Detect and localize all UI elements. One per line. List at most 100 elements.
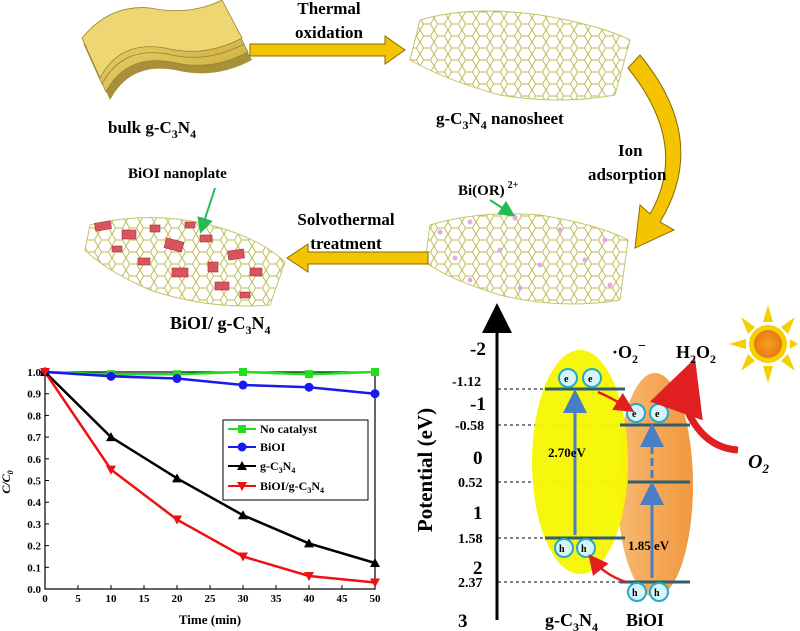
axis-tick-3: 3: [458, 611, 468, 631]
data-point-series-2: [106, 432, 116, 442]
bioi-nanoplates: [94, 220, 263, 299]
svg-text:e: e: [564, 374, 569, 385]
data-point-series-3: [238, 552, 248, 562]
nanoplate-label: BiOI nanoplate: [128, 166, 227, 182]
svg-text:h: h: [654, 588, 660, 599]
x-tick-label: 10: [106, 593, 118, 605]
thermal-oxidation-arrow: [249, 35, 406, 65]
legend-label-no-catalyst: No catalyst: [260, 422, 317, 436]
synthesis-scheme: bulk g-C3N4 Thermal oxidation g-C3N4 nan…: [81, 0, 682, 337]
axis-tick-neg2: -2: [470, 339, 486, 360]
hole-transfer-arrow: [588, 554, 627, 584]
data-point-series-2: [238, 510, 248, 520]
y-tick-label: 0.8: [27, 410, 41, 422]
bioi-name-label: BiOI: [626, 610, 664, 630]
series-line-0: [44, 370, 376, 376]
data-point-series-2: [172, 473, 182, 483]
x-tick-label: 20: [172, 593, 184, 605]
y-tick-label: 0.5: [27, 476, 41, 488]
data-point-series-1: [172, 374, 182, 384]
legend-label-bioi: BiOI: [260, 440, 286, 454]
svg-text:h: h: [632, 588, 638, 599]
legend-marker-gcn: [237, 461, 247, 470]
y-tick-label: 0.7: [27, 432, 41, 444]
y-tick-label: 0.6: [27, 454, 41, 466]
bioi-gap-label: 1.85 eV: [628, 538, 670, 553]
data-point-series-2: [304, 538, 314, 548]
y-tick-label: 0.1: [27, 562, 41, 574]
y-tick-label: 0.2: [27, 541, 41, 553]
data-point-series-0: [371, 368, 379, 376]
ion-pointer-arrow: [489, 199, 516, 217]
x-tick-label: 5: [75, 593, 81, 605]
holes: h h h h: [554, 538, 669, 602]
legend-marker-bioi: [237, 442, 247, 452]
level-label-0-52: 0.52: [458, 476, 483, 491]
gcn-name-label: g-C3N4: [545, 610, 598, 631]
step3-label-line1: Solvothermal: [297, 210, 395, 229]
x-tick-label: 40: [304, 593, 316, 605]
step2-label-line2: adsorption: [588, 165, 667, 184]
ion-label: Bi(OR) 2+: [458, 180, 519, 199]
svg-text:e: e: [632, 409, 637, 420]
level-label-neg1-12: -1.12: [452, 375, 481, 390]
composite-label: BiOI/ g-C3N4: [170, 313, 271, 337]
data-point-series-3: [172, 515, 182, 525]
chart-xlabel: Time (min): [179, 612, 241, 627]
x-tick-label: 35: [271, 593, 283, 605]
y-tick-label: 0.0: [27, 584, 41, 596]
oxygen-reduction-arrow: [649, 358, 739, 454]
sun-icon: [729, 305, 798, 383]
bulk-gcn-label: bulk g-C3N4: [108, 118, 196, 141]
series-line-2: [44, 371, 376, 565]
axis-tick-neg1: -1: [470, 394, 486, 415]
axis-tick-2: 2: [473, 558, 483, 579]
chart-legend: No catalyst BiOI g-C3N4 BiOI/g-C3N4: [222, 419, 369, 501]
y-tick-label: 0.9: [27, 389, 41, 401]
y-tick-label: 1.0: [27, 367, 41, 379]
nanoplate-pointer-arrow: [197, 187, 216, 234]
gcn-gap-label: 2.70eV: [548, 445, 587, 460]
data-point-series-3: [106, 465, 116, 475]
legend-marker-composite: [237, 482, 247, 491]
series-line-1: [44, 370, 376, 395]
solvothermal-arrow: [286, 243, 429, 273]
x-tick-label: 15: [139, 593, 151, 605]
y-tick-label: 0.3: [27, 519, 41, 531]
chart-ylabel: C/C0: [0, 470, 15, 493]
svg-text:h: h: [581, 544, 587, 555]
data-point-series-1: [238, 380, 248, 390]
composite-sheet-illustration: [84, 217, 286, 307]
band-diagram: Potential (eV) -2 -1 0 1 2 3 -1.12 -0.58…: [413, 303, 798, 631]
svg-text:e: e: [588, 374, 593, 385]
x-tick-label: 50: [370, 593, 382, 605]
data-point-series-1: [106, 371, 116, 381]
data-point-series-3: [304, 571, 314, 581]
x-tick-label: 30: [238, 593, 250, 605]
data-point-series-0: [305, 370, 313, 379]
series-line-3: [43, 371, 376, 584]
bulk-gcn-illustration: [81, 0, 252, 100]
level-label-2-37: 2.37: [458, 576, 483, 591]
x-tick-label: 25: [205, 593, 217, 605]
electron-transfer-arrow: [597, 390, 635, 412]
gcn-nanosheet-illustration: [409, 10, 631, 101]
superoxide-label: ·O2−: [612, 339, 646, 366]
step1-label-line1: Thermal: [297, 0, 361, 18]
step1-label-line2: oxidation: [295, 23, 364, 42]
bi-ions: [437, 215, 613, 291]
peroxide-label: H2O2: [676, 342, 716, 366]
axis-tick-0: 0: [473, 448, 483, 469]
legend-label-gcn: g-C3N4: [260, 459, 295, 475]
svg-text:h: h: [559, 544, 565, 555]
ion-adsorption-arrow: [627, 54, 682, 249]
step2-label-line1: Ion: [618, 141, 643, 160]
level-label-1-58: 1.58: [458, 532, 483, 547]
svg-text:e: e: [655, 409, 660, 420]
step3-label-line2: treatment: [310, 234, 382, 253]
oxygen-label: O2: [748, 451, 769, 476]
degradation-chart: 0 5 10 15 20 25 30 35 40 45 50 0.0 0.1 0.2 0.3 0.4 0.5 0.…: [0, 367, 381, 627]
data-point-series-3: [370, 578, 380, 588]
data-point-series-0: [239, 368, 247, 376]
